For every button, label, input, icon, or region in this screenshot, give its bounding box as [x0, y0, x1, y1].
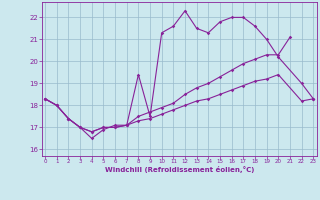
X-axis label: Windchill (Refroidissement éolien,°C): Windchill (Refroidissement éolien,°C)	[105, 166, 254, 173]
